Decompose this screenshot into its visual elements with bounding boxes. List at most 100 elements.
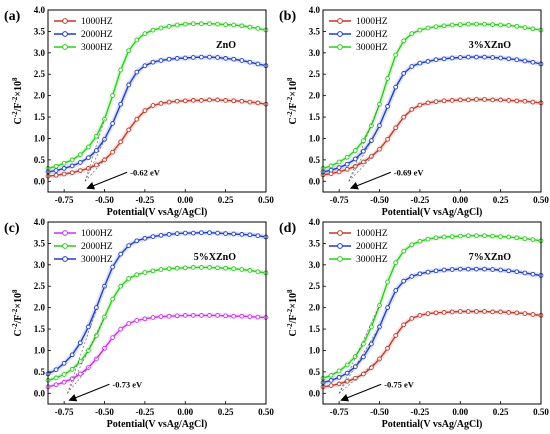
legend-entry: 1000HZ — [356, 229, 388, 239]
y-axis-label: C-2/F-2×108 — [286, 77, 299, 125]
data-point — [86, 348, 91, 353]
data-point — [166, 266, 172, 272]
data-point — [417, 60, 423, 66]
y-tick-label: 4.0 — [34, 217, 46, 227]
x-tick-label: 0.50 — [533, 407, 549, 417]
data-point — [530, 271, 536, 277]
series-glow — [322, 97, 542, 178]
y-tick-label: 4.0 — [309, 217, 321, 227]
data-point — [369, 123, 374, 128]
y-tick-label: 1.0 — [34, 133, 46, 143]
y-tick-label: 2.5 — [309, 69, 321, 79]
data-point — [247, 99, 253, 105]
data-point — [134, 238, 140, 244]
data-point — [474, 54, 479, 60]
data-point — [417, 271, 423, 277]
x-tick-label: 0.00 — [177, 407, 193, 417]
extrapolation-line — [348, 148, 380, 182]
data-point — [150, 315, 156, 320]
data-point — [174, 56, 180, 61]
legend-entry: 2000HZ — [81, 30, 113, 40]
data-point — [425, 25, 431, 31]
data-point — [449, 267, 455, 272]
data-point — [134, 37, 140, 43]
data-point — [134, 318, 140, 323]
data-point — [158, 101, 164, 106]
data-point — [498, 97, 503, 103]
data-point — [385, 305, 390, 310]
data-point — [158, 267, 164, 272]
data-point — [174, 22, 180, 28]
data-point — [239, 232, 245, 237]
plot-frame — [47, 9, 267, 193]
data-point — [61, 160, 67, 166]
data-point — [328, 163, 334, 169]
extrapolation-line — [67, 348, 105, 394]
legend-marker — [62, 31, 68, 37]
data-point — [255, 233, 261, 239]
data-point — [166, 313, 172, 319]
data-point — [126, 127, 132, 133]
data-point — [150, 268, 156, 274]
data-point — [425, 311, 431, 316]
data-point — [134, 69, 140, 75]
x-tick-label: -0.75 — [330, 407, 349, 417]
series-line-2000hz — [322, 268, 542, 384]
data-point — [417, 102, 423, 108]
data-point — [53, 172, 59, 178]
data-point — [86, 166, 91, 171]
y-tick-label: 0.5 — [34, 367, 46, 377]
data-point — [530, 59, 536, 65]
y-tick-label: 0.0 — [34, 176, 46, 186]
data-point — [482, 54, 487, 60]
data-point — [361, 148, 366, 154]
data-point — [393, 125, 399, 131]
data-point — [393, 333, 399, 338]
data-point — [441, 267, 447, 273]
legend-entry: 3000HZ — [81, 43, 113, 53]
data-point — [490, 55, 495, 60]
data-point — [369, 138, 374, 143]
data-point — [110, 335, 115, 340]
data-point — [77, 152, 83, 158]
chart-panel-1: 0.0 0.5 1.0 1.5 2.0 2.5 3.0 3.5 4.0 -0.75 -0.50 -0.… — [4, 5, 274, 218]
series-line-1000hz — [322, 98, 542, 176]
data-point — [457, 309, 463, 314]
sample-label: ZnO — [216, 40, 236, 51]
data-point — [441, 98, 447, 104]
x-tick-label: -0.25 — [411, 195, 430, 205]
data-point — [126, 48, 132, 54]
data-point — [239, 23, 245, 29]
data-point — [69, 366, 75, 372]
data-point — [482, 233, 487, 239]
data-point — [69, 170, 75, 176]
data-point — [223, 56, 228, 61]
y-tick-label: 3.0 — [34, 48, 46, 58]
data-point — [474, 97, 479, 102]
data-point — [174, 313, 180, 319]
panel-label: (a) — [4, 9, 21, 24]
data-point — [207, 313, 212, 318]
data-point — [69, 163, 75, 169]
data-point — [522, 236, 528, 242]
y-tick-label: 0.5 — [309, 367, 321, 377]
data-point — [449, 22, 455, 28]
data-point — [118, 101, 124, 107]
x-tick-label: 0.00 — [177, 195, 193, 205]
data-point — [457, 266, 463, 272]
data-point — [150, 27, 156, 33]
y-tick-label: 0.0 — [309, 388, 321, 398]
panel-label: (b) — [279, 9, 296, 24]
data-point — [231, 266, 237, 272]
legend: 1000HZ 2000HZ 3000HZ — [54, 229, 113, 265]
data-point — [498, 234, 503, 239]
y-tick-label: 1.0 — [309, 345, 321, 355]
series-line-3000hz — [322, 234, 542, 379]
y-tick-label: 3.5 — [34, 238, 46, 248]
y-tick-label: 3.5 — [34, 26, 46, 36]
data-point — [223, 265, 228, 271]
data-point — [166, 99, 172, 105]
data-point — [401, 278, 407, 284]
legend-entry: 1000HZ — [356, 17, 388, 27]
y-tick-label: 0.5 — [34, 155, 46, 165]
